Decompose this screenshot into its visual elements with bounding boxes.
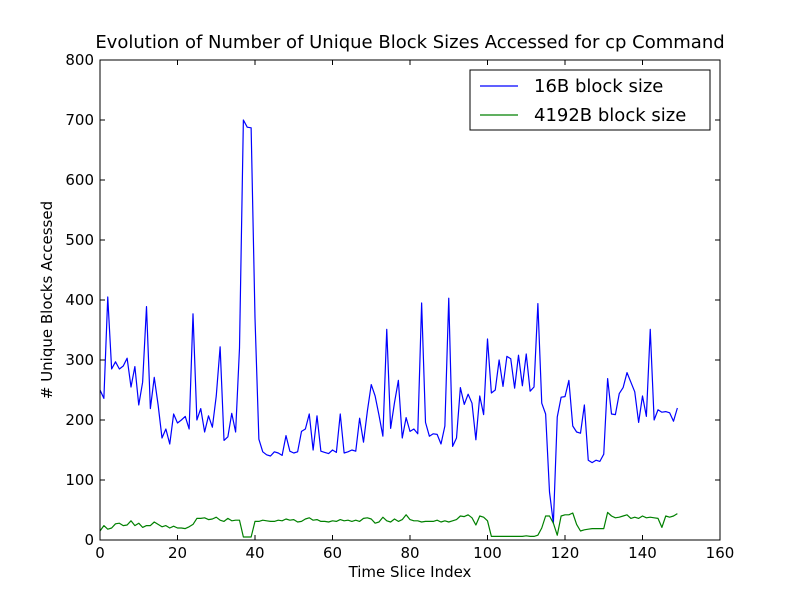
y-tick-label: 0 <box>84 531 94 549</box>
legend-label-16b: 16B block size <box>534 76 663 97</box>
y-tick-label: 100 <box>65 471 94 489</box>
x-tick-label: 80 <box>400 544 419 562</box>
y-tick-label: 400 <box>65 291 94 309</box>
y-tick-label: 500 <box>65 231 94 249</box>
x-tick-label: 20 <box>168 544 187 562</box>
legend-box <box>469 69 711 131</box>
series-line-0 <box>99 119 678 524</box>
ticks-layer: 0 20 40 60 80 100 120 140 160 0 100 200 300 400 500 600… <box>65 51 734 562</box>
y-tick-label: 600 <box>65 171 94 189</box>
chart-title: Evolution of Number of Unique Block Size… <box>95 32 724 53</box>
x-tick-label: 0 <box>95 544 105 562</box>
x-tick-label: 40 <box>245 544 264 562</box>
series-layer <box>99 119 678 538</box>
y-axis-label: # Unique Blocks Accessed <box>38 201 56 399</box>
x-tick-label: 160 <box>706 544 735 562</box>
x-axis-label: Time Slice Index <box>348 563 472 581</box>
x-tick-label: 120 <box>551 544 580 562</box>
y-tick-label: 300 <box>65 351 94 369</box>
legend-label-4192b: 4192B block size <box>534 105 686 126</box>
x-tick-label: 140 <box>628 544 657 562</box>
legend: 16B block size 4192B block size <box>469 69 711 131</box>
series-line-1 <box>99 511 678 538</box>
y-tick-label: 800 <box>65 51 94 69</box>
y-tick-label: 700 <box>65 111 94 129</box>
y-tick-label: 200 <box>65 411 94 429</box>
x-tick-label: 100 <box>473 544 502 562</box>
x-tick-label: 60 <box>323 544 342 562</box>
